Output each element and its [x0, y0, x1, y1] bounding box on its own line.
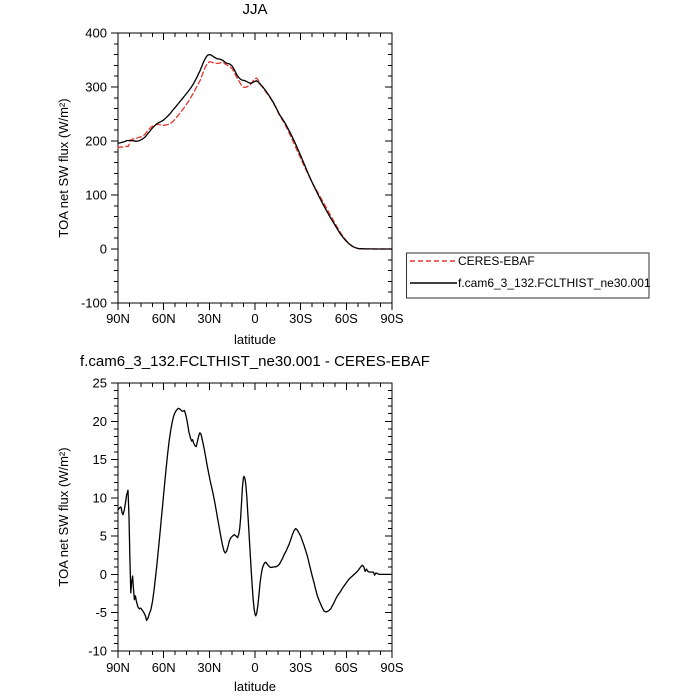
model-curve	[117, 53, 393, 250]
bottom-y-axis-label: TOA net SW flux (W/m²)	[56, 447, 71, 586]
x-tick-label: 30S	[289, 660, 312, 675]
top-y-axis-label: TOA net SW flux (W/m²)	[56, 98, 71, 237]
x-tick-label: 60S	[335, 660, 358, 675]
y-tick-label: 0	[100, 567, 107, 582]
y-tick-label: 100	[85, 188, 107, 203]
y-tick-label: 15	[93, 452, 107, 467]
bottom-y-tick-labels: 25 20 15 10 5 0 -5 -10	[88, 376, 107, 659]
y-tick-label: 400	[85, 26, 107, 41]
bottom-x-axis-label: latitude	[234, 679, 276, 694]
legend: CERES-EBAF f.cam6_3_132.FCLTHIST_ne30.00…	[406, 252, 651, 299]
top-plot-frame	[117, 32, 393, 304]
bottom-chart-series	[117, 407, 393, 622]
y-tick-label: 5	[100, 529, 107, 544]
x-tick-label: 30N	[197, 660, 221, 675]
y-tick-label: 200	[85, 134, 107, 149]
x-tick-label: 60N	[152, 311, 176, 326]
y-tick-label: 25	[93, 376, 107, 391]
bottom-x-tick-labels: 90N 60N 30N 0 30S 60S 90S	[106, 660, 404, 675]
x-tick-label: 90N	[106, 311, 130, 326]
top-x-tick-labels: 90N 60N 30N 0 30S 60S 90S	[106, 311, 404, 326]
legend-label-model: f.cam6_3_132.FCLTHIST_ne30.001	[458, 276, 651, 290]
y-tick-label: 20	[93, 414, 107, 429]
y-tick-label: 300	[85, 80, 107, 95]
x-tick-label: 0	[251, 311, 258, 326]
y-tick-label: 10	[93, 490, 107, 505]
top-chart-title: JJA	[242, 1, 267, 18]
x-tick-label: 90S	[380, 311, 403, 326]
x-tick-label: 60N	[152, 660, 176, 675]
difference-curve	[117, 407, 393, 622]
top-chart-ticks	[111, 32, 393, 310]
bottom-chart-ticks	[111, 382, 393, 658]
x-tick-label: 0	[251, 660, 258, 675]
bottom-chart: f.cam6_3_132.FCLTHIST_ne30.001 - CERES-E…	[56, 353, 430, 694]
bottom-chart-title: f.cam6_3_132.FCLTHIST_ne30.001 - CERES-E…	[80, 353, 430, 370]
x-tick-label: 30S	[289, 311, 312, 326]
top-chart: JJA 400 300 200 100 0 -100 90N 60N 30N 0…	[56, 1, 651, 347]
y-tick-label: -5	[95, 605, 107, 620]
ceres-ebaf-curve	[117, 61, 393, 250]
y-tick-label: -100	[81, 296, 107, 311]
x-tick-label: 90N	[106, 660, 130, 675]
top-y-tick-labels: 400 300 200 100 0 -100	[81, 26, 107, 311]
top-chart-series	[117, 53, 393, 250]
legend-label-ceres-ebaf: CERES-EBAF	[458, 254, 535, 268]
x-tick-label: 90S	[380, 660, 403, 675]
x-tick-label: 30N	[197, 311, 221, 326]
x-tick-label: 60S	[335, 311, 358, 326]
y-tick-label: 0	[100, 242, 107, 257]
y-tick-label: -10	[88, 644, 107, 659]
top-x-axis-label: latitude	[234, 332, 276, 347]
